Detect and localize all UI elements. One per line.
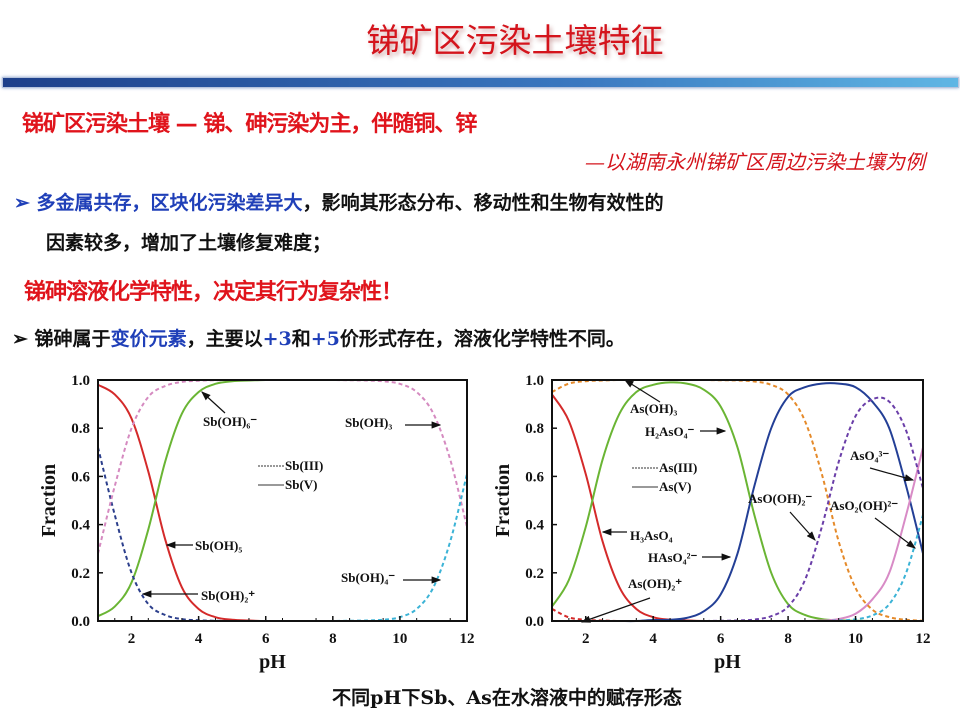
- bullet-highlight: 多金属共存，区块化污染差异大: [36, 192, 303, 214]
- x-tick-label: 10: [848, 631, 863, 647]
- plot-frame: [97, 379, 468, 622]
- slide-title: 锑矿区污染土壤特征: [366, 21, 664, 60]
- y-tick-label: 0.0: [525, 614, 544, 630]
- legend-label: Sb(V): [285, 477, 318, 492]
- x-axis-label: pH: [259, 651, 286, 673]
- bullet-text: 锑砷属于: [34, 328, 111, 350]
- series-line: [98, 473, 468, 623]
- x-tick-label: 6: [262, 631, 270, 647]
- legend-label: As(V): [659, 479, 692, 494]
- bullet-highlight: +3: [262, 328, 292, 350]
- title-divider-bar: [2, 77, 959, 88]
- series-label: H₃AsO₄: [630, 528, 673, 543]
- series-line: [97, 383, 467, 623]
- y-tick-label: 0.0: [71, 614, 90, 630]
- series-line: [97, 378, 467, 618]
- y-tick-label: 1.0: [525, 373, 544, 389]
- series-label: Sb(OH)₄⁻: [341, 570, 395, 585]
- bullet-multimetal: ➢ 多金属共存，区块化污染差异大，影响其形态分布、移动性和生物有效性的: [14, 188, 664, 215]
- x-tick-label: 2: [128, 631, 136, 647]
- series-label: As(OH)₃: [630, 401, 677, 416]
- x-tick-label: 10: [392, 631, 407, 647]
- legend-label: As(III): [659, 460, 697, 475]
- annotation-arrow: [789, 511, 816, 541]
- chart-2: H₃AsO₄ H₂AsO₄⁻ HAsO₄²⁻ AsO₄³⁻ As(OH)₂⁺ As(OH)…: [492, 373, 931, 673]
- y-tick-label: 0.6: [525, 469, 544, 485]
- annotation-arrow: [623, 379, 661, 403]
- y-tick-label: 0.2: [525, 566, 544, 582]
- bullet-marker-icon: ➢: [12, 328, 28, 350]
- y-axis-label: Fraction: [38, 464, 60, 537]
- series-line: [97, 378, 468, 554]
- y-tick-label: 0.2: [71, 566, 90, 582]
- series-line: [97, 447, 467, 623]
- series-label: Sb(OH)₅: [195, 538, 242, 553]
- bullet-text: 和: [291, 328, 311, 350]
- heading-chemistry: 锑砷溶液化学特性，决定其行为复杂性！: [24, 280, 403, 305]
- annotation-arrow: [869, 467, 915, 482]
- series-label: AsO₂(OH)²⁻: [830, 498, 898, 513]
- heading-pollution: 锑矿区污染土壤 — 锑、砷污染为主，伴随铜、锌: [22, 112, 477, 137]
- x-tick-label: 12: [916, 631, 931, 647]
- y-tick-label: 0.8: [525, 421, 544, 437]
- y-tick-label: 0.8: [71, 421, 90, 437]
- legend-label: Sb(III): [285, 458, 323, 473]
- x-tick-label: 4: [195, 631, 203, 647]
- series-label: AsO₄³⁻: [850, 448, 889, 463]
- bullet-highlight: +5: [310, 328, 340, 350]
- chart-1: Sb(OH)₅ Sb(OH)₆⁻ Sb(OH)₂⁺ Sb(OH)₃ Sb(OH)₄⁻ 2 4…: [38, 373, 475, 673]
- annotation-arrow: [201, 391, 226, 414]
- y-tick-label: 0.4: [525, 518, 544, 534]
- y-tick-label: 1.0: [71, 373, 90, 389]
- series-label: Sb(OH)₃: [345, 415, 392, 430]
- x-tick-label: 4: [649, 631, 657, 647]
- y-tick-label: 0.6: [71, 469, 90, 485]
- series-line: [552, 447, 924, 623]
- x-tick-label: 6: [717, 631, 725, 647]
- x-tick-label: 8: [784, 631, 792, 647]
- y-tick-label: 0.4: [71, 518, 90, 534]
- x-tick-label: 2: [582, 631, 590, 647]
- y-axis-label: Fraction: [492, 464, 514, 537]
- bullet-multimetal-line2: 因素较多，增加了土壤修复难度；: [46, 232, 332, 254]
- annotation-arrow: [580, 597, 651, 623]
- annotation-arrow: [874, 517, 916, 549]
- subheading-example: —以湖南永州锑矿区周边污染土壤为例: [585, 150, 925, 174]
- bullet-marker-icon: ➢: [14, 192, 30, 214]
- series-label: Sb(OH)₂⁺: [201, 588, 255, 603]
- x-tick-label: 12: [460, 631, 475, 647]
- series-label: As(OH)₂⁺: [628, 576, 682, 591]
- series-label: AsO(OH)₂⁻: [748, 491, 812, 506]
- bullet-text: ，影响其形态分布、移动性和生物有效性的: [302, 192, 664, 214]
- series-label: Sb(OH)₆⁻: [203, 414, 257, 429]
- series-label: H₂AsO₄⁻: [645, 424, 694, 439]
- bullet-text: 价形式存在，溶液化学特性不同。: [339, 328, 625, 350]
- bullet-text: ，主要以: [186, 328, 263, 350]
- bullet-highlight: 变价元素: [110, 328, 187, 350]
- series-label: HAsO₄²⁻: [648, 550, 697, 565]
- x-axis-label: pH: [714, 651, 741, 673]
- x-tick-label: 8: [329, 631, 337, 647]
- figure-caption: 不同pH下Sb、As在水溶液中的赋存形态: [332, 687, 682, 709]
- bullet-valence: ➢ 锑砷属于变价元素，主要以+3和+5价形式存在，溶液化学特性不同。: [12, 324, 625, 351]
